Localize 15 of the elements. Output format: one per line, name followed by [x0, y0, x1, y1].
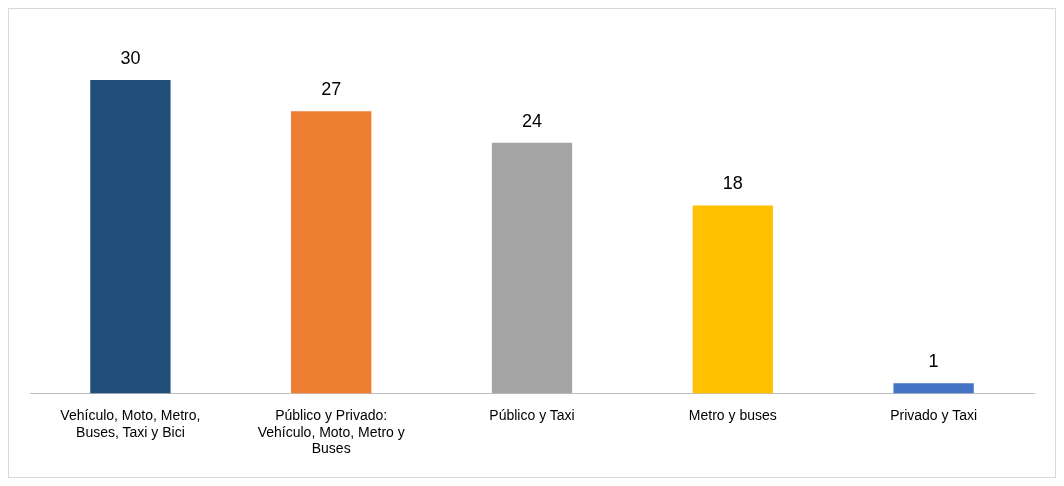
bar	[491, 142, 573, 394]
x-tick-label: Público y Privado: Vehículo, Moto, Metro y Buses	[257, 406, 405, 457]
bar	[692, 205, 773, 394]
data-label: 18	[722, 173, 743, 194]
bar	[893, 383, 974, 394]
x-tick-label: Público y Taxi	[489, 406, 575, 423]
x-tick-label: Privado y Taxi	[890, 406, 978, 423]
data-label: 24	[521, 110, 543, 131]
data-label: 30	[120, 47, 141, 68]
data-label: 1	[928, 351, 939, 372]
bar	[291, 111, 372, 394]
x-tick-label: Vehículo, Moto, Metro, Buses, Taxi y Bici	[60, 406, 201, 440]
data-label: 27	[321, 79, 342, 100]
bar	[90, 80, 171, 394]
x-tick-label: Metro y buses	[688, 406, 777, 423]
